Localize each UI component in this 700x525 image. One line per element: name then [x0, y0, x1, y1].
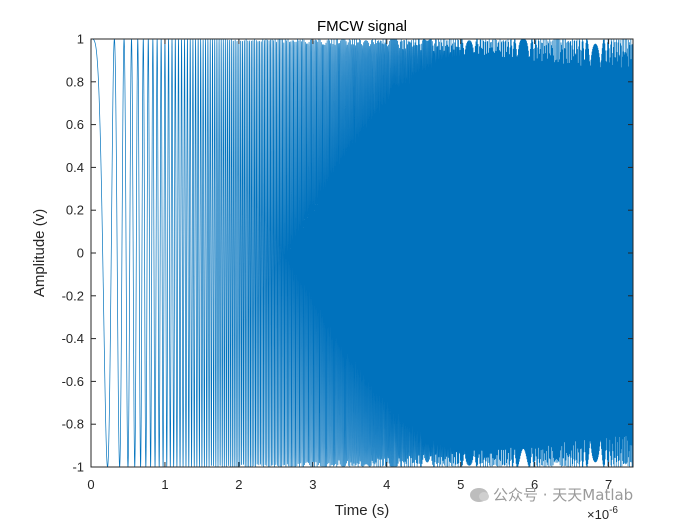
x-axis-label: Time (s): [335, 502, 389, 519]
y-tick-label: -0.2: [62, 288, 84, 303]
x-axis-exponent-base: ×10: [587, 507, 609, 522]
wechat-icon: [470, 488, 489, 502]
x-tick-label: 6: [531, 477, 538, 492]
y-tick-label: -0.8: [62, 417, 84, 432]
x-tick-label: 1: [161, 477, 168, 492]
plot-area: [90, 38, 634, 468]
chart-title: FMCW signal: [317, 18, 407, 35]
y-tick-label: -0.6: [62, 374, 84, 389]
y-tick-label: 0.4: [66, 160, 84, 175]
y-axis: -1 -0.8 -0.6 -0.4 -0.2 0 0.2 0.4 0.6 0.8 1: [62, 32, 633, 475]
watermark-text: 公众号 · 天天Matlab: [493, 486, 634, 504]
x-tick-label: 5: [457, 477, 464, 492]
y-tick-label: 0.2: [66, 203, 84, 218]
x-axis: 0 1 2 3 4 5 6 7: [87, 39, 612, 492]
y-tick-label: 0.8: [66, 74, 84, 89]
y-tick-label: -1: [72, 460, 84, 475]
x-axis-exponent-power: -6: [609, 505, 618, 516]
x-tick-label: 4: [383, 477, 390, 492]
y-tick-label: 1: [77, 32, 84, 47]
y-tick-label: 0: [77, 246, 84, 261]
y-tick-label: 0.6: [66, 117, 84, 132]
x-tick-label: 0: [87, 477, 94, 492]
x-tick-label: 7: [605, 477, 612, 492]
y-axis-label: Amplitude (v): [31, 209, 48, 297]
x-tick-label: 3: [309, 477, 316, 492]
watermark: 公众号 · 天天Matlab: [470, 484, 633, 505]
y-tick-label: -0.4: [62, 331, 84, 346]
x-tick-label: 2: [235, 477, 242, 492]
x-axis-exponent: ×10-6: [587, 505, 618, 522]
series-line-fmcw: [91, 39, 633, 467]
